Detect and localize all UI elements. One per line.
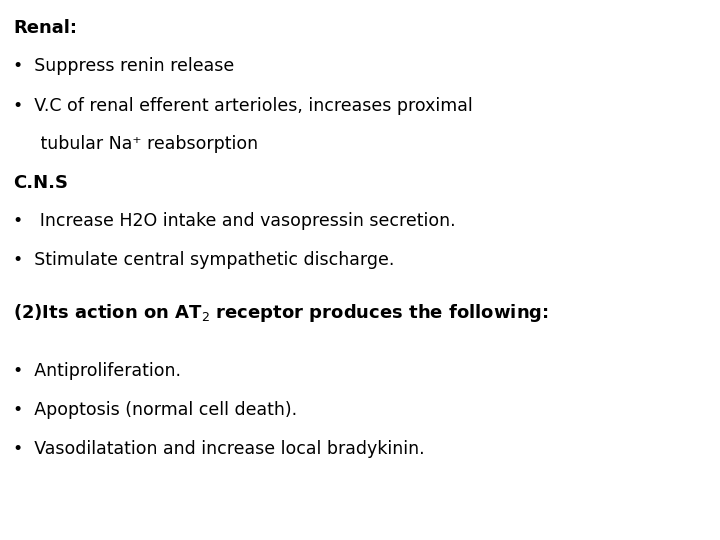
Text: •  Vasodilatation and increase local bradykinin.: • Vasodilatation and increase local brad… bbox=[13, 440, 425, 458]
Text: tubular Na⁺ reabsorption: tubular Na⁺ reabsorption bbox=[13, 135, 258, 153]
Text: •  Antiproliferation.: • Antiproliferation. bbox=[13, 362, 181, 380]
Text: •  Stimulate central sympathetic discharge.: • Stimulate central sympathetic discharg… bbox=[13, 251, 395, 269]
Text: •  Apoptosis (normal cell death).: • Apoptosis (normal cell death). bbox=[13, 401, 297, 418]
Text: •  Suppress renin release: • Suppress renin release bbox=[13, 57, 234, 75]
Text: •  V.C of renal efferent arterioles, increases proximal: • V.C of renal efferent arterioles, incr… bbox=[13, 97, 473, 115]
Text: (2)Its action on AT$_2$ receptor produces the following:: (2)Its action on AT$_2$ receptor produce… bbox=[13, 302, 549, 325]
Text: C.N.S: C.N.S bbox=[13, 174, 68, 192]
Text: Renal:: Renal: bbox=[13, 19, 77, 37]
Text: •   Increase H2O intake and vasopressin secretion.: • Increase H2O intake and vasopressin se… bbox=[13, 212, 456, 230]
